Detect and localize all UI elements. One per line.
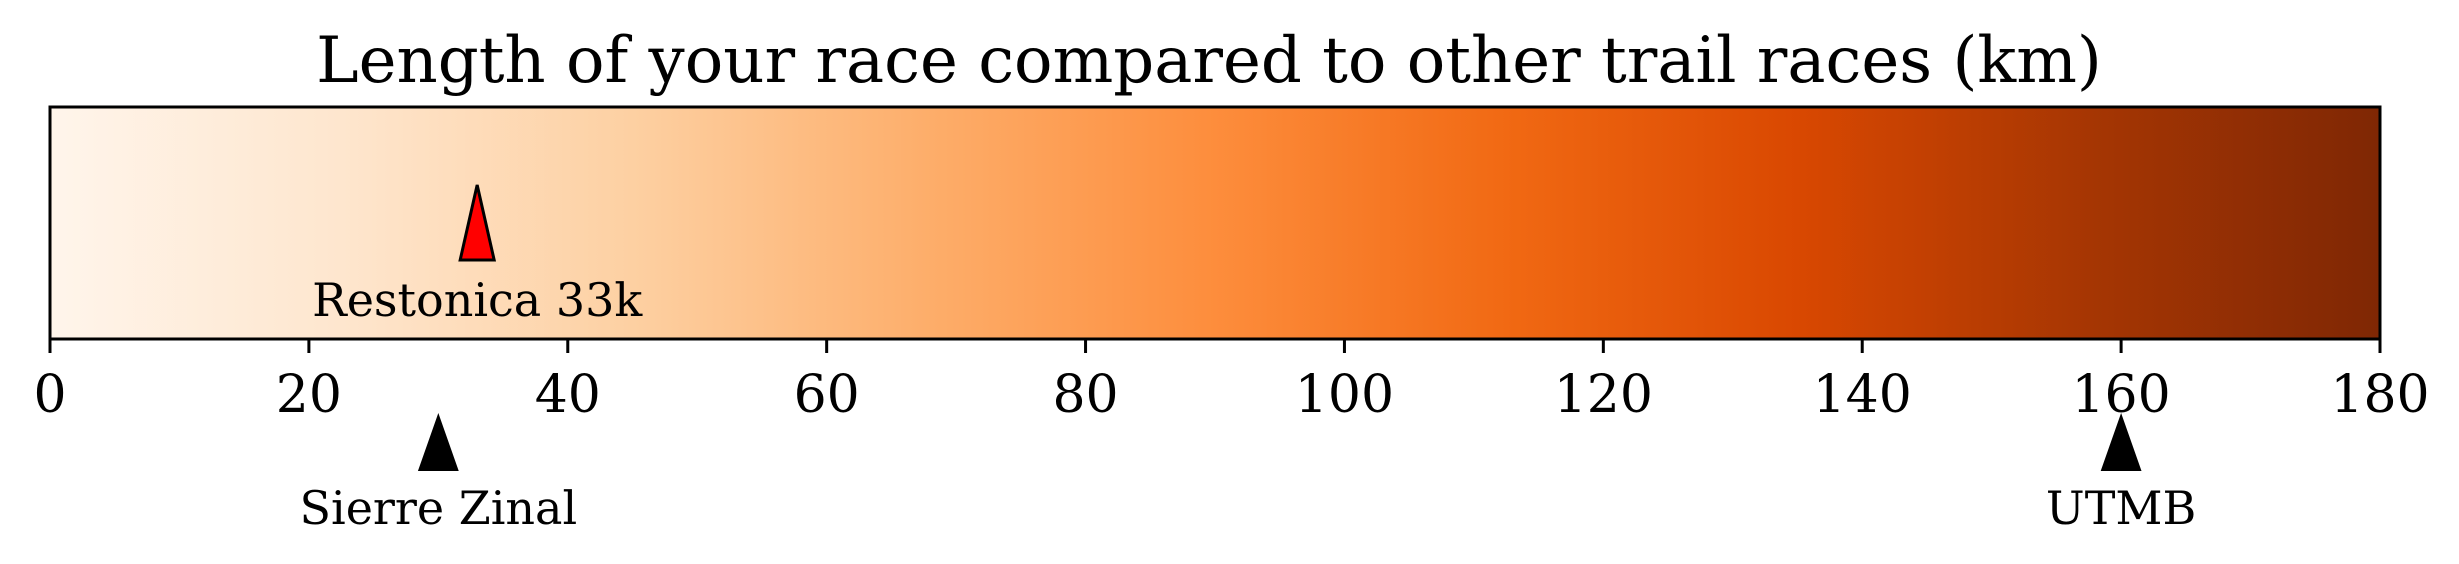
x-tick-label: 80	[1052, 365, 1118, 425]
x-tick-label: 20	[276, 365, 342, 425]
x-tick-label: 40	[535, 365, 601, 425]
x-tick-label: 180	[2330, 365, 2429, 425]
your-race-marker	[458, 184, 497, 262]
your-race-label: Restonica 33k	[312, 273, 643, 327]
race-markers: Restonica 33k Sierre Zinal UTMB	[299, 184, 2196, 535]
reference-race-label: Sierre Zinal	[299, 481, 577, 535]
x-tick-label: 60	[794, 365, 860, 425]
reference-race-marker	[2100, 412, 2142, 471]
colorbar	[48, 105, 2382, 341]
reference-race-label: UTMB	[2046, 481, 2196, 535]
x-tick-label: 0	[33, 365, 66, 425]
x-tick-label: 100	[1295, 365, 1394, 425]
reference-race-marker	[417, 412, 459, 471]
x-tick-label: 140	[1813, 365, 1912, 425]
x-axis: 0 20 40 60 80 100 120 140 160 180	[33, 339, 2430, 425]
x-tick-label: 120	[1554, 365, 1653, 425]
chart-title: Length of your race compared to other tr…	[316, 24, 2102, 98]
